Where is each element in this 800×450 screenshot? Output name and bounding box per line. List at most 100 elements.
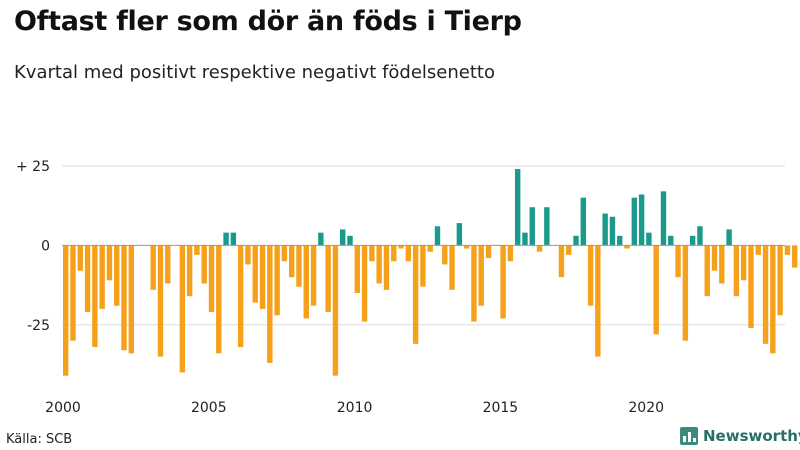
bar-negative: [157, 245, 164, 357]
bar-negative: [507, 245, 514, 262]
bar-negative: [704, 245, 710, 297]
bar-negative: [354, 245, 360, 294]
bar-negative: [310, 245, 317, 306]
bar-negative: [179, 245, 186, 373]
bar-negative: [92, 245, 98, 348]
bar-negative: [427, 245, 433, 252]
bar-negative: [558, 245, 565, 278]
bar-negative: [288, 245, 295, 278]
bar-negative: [463, 245, 470, 249]
bar-positive: [646, 232, 652, 246]
bar-positive: [573, 235, 579, 246]
brand-logo: Newsworthy: [680, 427, 800, 445]
chart-subtitle: Kvartal med positivt respektive negativt…: [14, 62, 495, 83]
bar-positive: [638, 194, 645, 246]
bar-negative: [740, 245, 747, 281]
y-tick-label: -25: [27, 318, 50, 334]
bar-negative: [595, 245, 601, 357]
bar-negative: [500, 245, 506, 319]
bar-negative: [777, 245, 783, 316]
bar-negative: [369, 245, 375, 262]
bar-negative: [150, 245, 156, 290]
bar-positive: [668, 235, 674, 246]
bar-negative: [405, 245, 412, 262]
bar-negative: [216, 245, 222, 354]
bar-positive: [726, 229, 732, 246]
bar-negative: [63, 245, 69, 376]
bar-negative: [682, 245, 689, 341]
x-tick-label: 2000: [45, 400, 81, 416]
bar-negative: [398, 245, 404, 249]
brand-name: Newsworthy: [703, 427, 800, 445]
bar-negative: [296, 245, 302, 287]
source-note: Källa: SCB: [6, 432, 73, 447]
y-tick-label: + 25: [16, 159, 50, 175]
bar-positive: [689, 235, 696, 246]
bar-negative: [383, 245, 390, 290]
bar-negative: [186, 245, 193, 297]
bar-negative: [762, 245, 769, 344]
bar-positive: [347, 235, 353, 246]
y-tick-label: 0: [41, 238, 50, 254]
bar-negative: [442, 245, 448, 265]
bar-negative: [376, 245, 382, 284]
bar-negative: [784, 245, 791, 255]
bar-positive: [697, 226, 703, 246]
bar-positive: [318, 232, 324, 246]
bar-negative: [121, 245, 127, 351]
x-tick-label: 2010: [337, 400, 373, 416]
bar-negative: [675, 245, 681, 278]
bar-positive: [223, 232, 229, 246]
bar-negative: [281, 245, 288, 262]
bar-negative: [412, 245, 419, 344]
bar-negative: [194, 245, 200, 255]
bar-positive: [434, 226, 441, 246]
bar-positive: [340, 229, 346, 246]
bar-negative: [653, 245, 659, 335]
bar-negative: [770, 245, 776, 354]
bar-negative: [361, 245, 368, 322]
bar-negative: [566, 245, 572, 255]
bar-positive: [230, 232, 237, 246]
bar-negative: [733, 245, 740, 297]
bar-negative: [259, 245, 266, 309]
bar-positive: [580, 197, 586, 246]
bar-negative: [274, 245, 280, 316]
bar-negative: [237, 245, 244, 348]
bar-negative: [624, 245, 630, 249]
bar-positive: [602, 213, 608, 246]
bar-negative: [719, 245, 725, 284]
bar-negative: [391, 245, 397, 262]
bar-negative: [449, 245, 455, 290]
bar-negative: [99, 245, 105, 309]
x-tick-label: 2015: [483, 400, 519, 416]
bar-negative: [325, 245, 331, 313]
bar-positive: [631, 197, 638, 246]
bar-positive: [544, 207, 550, 246]
bar-negative: [792, 245, 798, 268]
bar-negative: [70, 245, 76, 341]
bar-negative: [471, 245, 477, 322]
bar-negative: [587, 245, 594, 306]
x-tick-label: 2020: [628, 400, 664, 416]
bar-negative: [106, 245, 113, 281]
bar-negative: [252, 245, 258, 303]
bar-positive: [456, 223, 463, 246]
bar-negative: [748, 245, 754, 328]
bar-positive: [529, 207, 535, 246]
bar-negative: [267, 245, 273, 363]
bar-positive: [617, 235, 623, 246]
bar-negative: [208, 245, 215, 313]
bar-negative: [128, 245, 135, 354]
bar-negative: [755, 245, 761, 255]
bar-negative: [77, 245, 83, 271]
bar-negative: [478, 245, 484, 306]
bar-negative: [84, 245, 91, 313]
newsworthy-icon: [680, 427, 698, 445]
chart-title: Oftast fler som dör än föds i Tierp: [14, 6, 522, 37]
bar-positive: [522, 232, 528, 246]
bar-negative: [201, 245, 207, 284]
bar-negative: [711, 245, 718, 271]
bar-positive: [660, 191, 667, 246]
